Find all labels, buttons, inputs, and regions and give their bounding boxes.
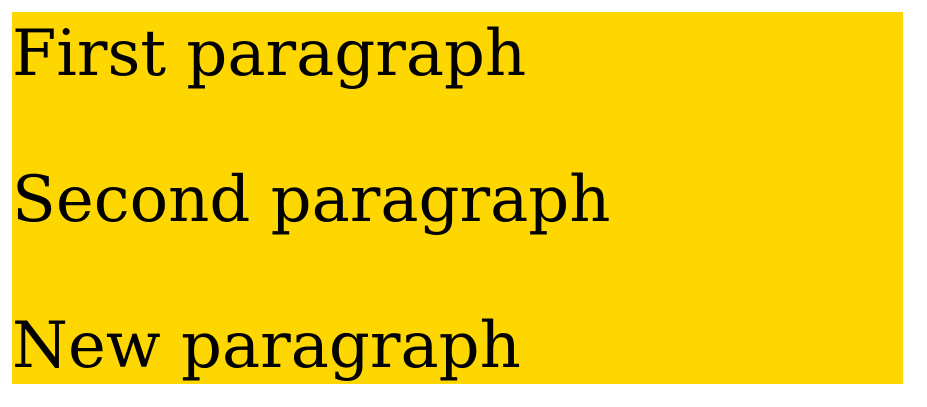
paragraph-second: Second paragraph: [12, 163, 611, 237]
paragraph-first: First paragraph: [12, 17, 527, 91]
paragraph-new: New paragraph: [12, 309, 521, 383]
paragraph-container: First paragraph Second paragraph New par…: [12, 12, 903, 384]
